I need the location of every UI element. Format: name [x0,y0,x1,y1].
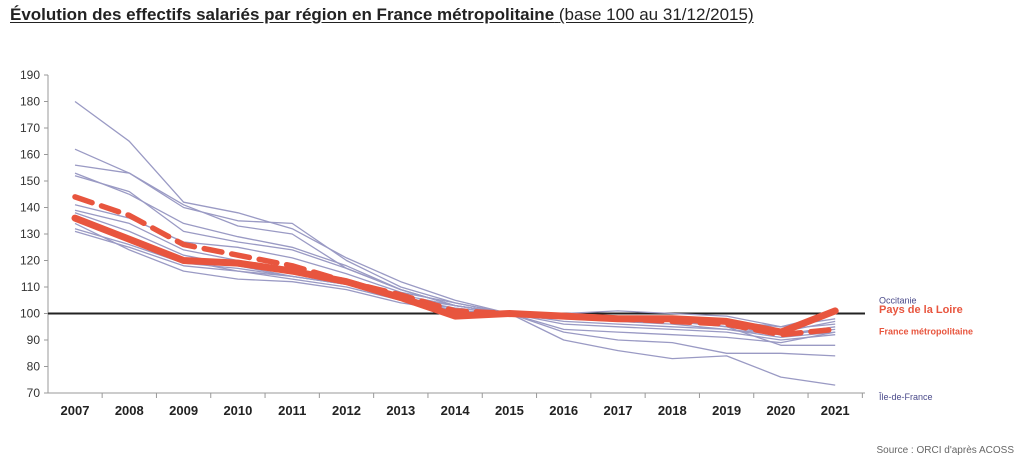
x-tick-label: 2012 [332,403,361,418]
x-tick-label: 2014 [441,403,471,418]
x-tick-label: 2017 [604,403,633,418]
y-tick-label: 120 [20,254,40,268]
source-note: Source : ORCI d'après ACOSS [876,445,1014,456]
y-tick-label: 100 [20,307,40,321]
x-tick-label: 2016 [549,403,578,418]
region-series-line [74,212,836,386]
y-tick-label: 180 [20,95,40,109]
highlight-lines [71,194,839,338]
pays-de-la-loire-line [71,214,839,336]
y-tick-label: 70 [27,386,41,400]
x-tick-label: 2020 [766,403,795,418]
x-tick-label: 2015 [495,403,524,418]
label-ile-de-france: Île-de-France [878,392,933,402]
chart-title: Évolution des effectifs salariés par rég… [10,5,754,25]
y-tick-label: 140 [20,201,40,215]
y-tick-label: 170 [20,121,40,135]
region-series-line [74,148,836,357]
x-tick-label: 2007 [61,403,90,418]
y-tick-label: 190 [20,68,40,82]
x-tick-label: 2009 [169,403,198,418]
x-tick-label: 2008 [115,403,144,418]
x-tick-label: 2018 [658,403,687,418]
chart-title-main: Évolution des effectifs salariés par rég… [10,5,555,24]
chart-title-sub: (base 100 au 31/12/2015) [558,5,754,24]
y-tick-label: 150 [20,174,40,188]
y-tick-label: 110 [21,280,40,294]
y-tick-label: 80 [27,360,41,374]
x-tick-label: 2013 [386,403,415,418]
x-tick-label: 2019 [712,403,741,418]
x-tick-label: 2010 [223,403,252,418]
label-france-metropolitaine: France métropolitaine [879,326,973,336]
x-tick-label: 2021 [821,403,850,418]
label-occitanie: Occitanie [879,296,917,306]
y-tick-label: 90 [27,333,41,347]
region-series-line [74,204,836,339]
x-tick-label: 2011 [278,403,306,418]
label-pays-de-la-loire: Pays de la Loire [879,304,963,316]
y-tick-label: 130 [20,227,40,241]
y-tick-label: 160 [20,148,40,162]
chart-axes: 70 80 90 100 110 120 130 140 150 160 170 180 190 2007… [20,68,865,418]
